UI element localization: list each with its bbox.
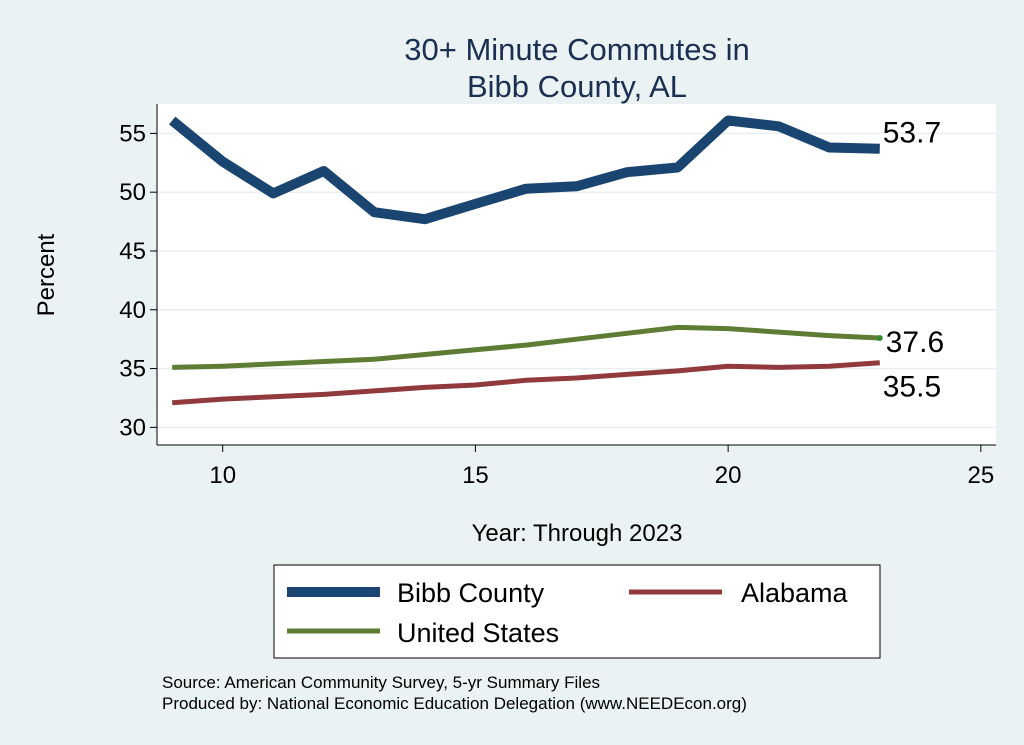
end-label-alabama: 35.5	[883, 371, 941, 404]
end-label-united-states: 37.6	[886, 326, 944, 359]
x-axis-title: Year: Through 2023	[472, 520, 683, 547]
series-lines	[169, 115, 883, 406]
legend-label-united-states: United States	[397, 618, 559, 648]
y-tick-label: 40	[119, 297, 146, 324]
legend-box	[273, 564, 881, 659]
x-tick-label: 15	[462, 462, 489, 489]
y-tick-label: 45	[119, 238, 146, 265]
y-axis-title: Percent	[33, 233, 60, 316]
end-marker-united-states	[876, 334, 883, 341]
plot-area	[157, 104, 996, 445]
legend-item-united-states: United States	[287, 618, 559, 648]
x-tick-label: 20	[715, 462, 742, 489]
y-tick-label: 30	[119, 414, 146, 441]
series-line-alabama	[172, 360, 880, 406]
chart-title-line-1: 30+ Minute Commutes in	[404, 32, 749, 67]
legend-item-bibb-county: Bibb County	[287, 578, 545, 608]
source-note: Source: American Community Survey, 5-yr …	[162, 673, 600, 692]
series-line-bibb-county	[169, 115, 880, 225]
legend-label-bibb-county: Bibb County	[397, 578, 545, 608]
producer-note: Produced by: National Economic Education…	[162, 694, 747, 713]
y-tick-label: 55	[119, 120, 146, 147]
series-line-united-states	[172, 324, 880, 370]
end-label-bibb-county: 53.7	[883, 117, 941, 150]
y-ticks: 30 35 40 45 50 55	[119, 120, 157, 441]
legend-item-alabama: Alabama	[629, 578, 849, 608]
end-labels: 35.5 37.6 53.7	[883, 117, 944, 404]
x-ticks: 10 15 20 25	[209, 445, 994, 489]
y-tick-label: 50	[119, 179, 146, 206]
legend-label-alabama: Alabama	[741, 578, 849, 608]
gridlines	[157, 132, 996, 429]
x-tick-label: 10	[209, 462, 236, 489]
x-tick-label: 25	[967, 462, 994, 489]
y-tick-label: 35	[119, 356, 146, 383]
chart-title-line-2: Bibb County, AL	[467, 69, 687, 104]
